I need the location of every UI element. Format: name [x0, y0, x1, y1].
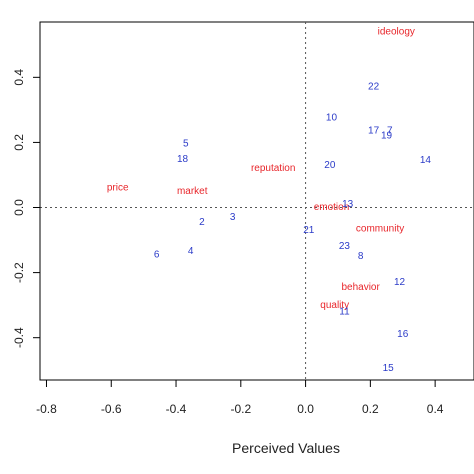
y-tick-label: 0.0 — [12, 199, 26, 216]
y-axis: -0.4 -0.2 0.0 0.2 0.4 — [12, 69, 41, 348]
point-label: 18 — [177, 154, 189, 165]
point-label: 15 — [383, 363, 395, 374]
point-label: community — [356, 223, 404, 234]
point-label: 5 — [183, 139, 189, 150]
point-label: 21 — [303, 225, 315, 236]
x-axis-title: Perceived Values — [232, 440, 340, 456]
point-label: behavior — [341, 282, 380, 293]
point-label: reputation — [251, 163, 295, 174]
x-tick-label: -0.2 — [230, 402, 251, 416]
y-tick-label: 0.4 — [12, 69, 26, 86]
point-label: 7 — [387, 126, 393, 137]
x-tick-label: 0.0 — [297, 402, 314, 416]
point-label: market — [177, 186, 208, 197]
point-label: 16 — [397, 329, 409, 340]
x-tick-label: -0.8 — [36, 402, 57, 416]
point-label: 8 — [358, 251, 364, 262]
point-label: 17 — [368, 126, 380, 137]
point-label: 22 — [368, 82, 380, 93]
x-axis: -0.8 -0.6 -0.4 -0.2 0.0 0.2 0.4 — [36, 379, 444, 416]
point-label: emotion — [314, 202, 350, 213]
x-tick-label: 0.2 — [362, 402, 379, 416]
x-tick-label: 0.4 — [427, 402, 444, 416]
point-label: 6 — [154, 249, 160, 260]
point-label: 23 — [339, 241, 351, 252]
x-tick-label: -0.4 — [166, 402, 187, 416]
point-label: 3 — [230, 212, 236, 223]
point-labels: ideology price market reputation emotion comm… — [107, 26, 432, 374]
point-label: 14 — [420, 155, 432, 166]
plot-frame — [39, 21, 474, 381]
point-label: 20 — [324, 160, 336, 171]
y-tick-label: 0.2 — [12, 134, 26, 151]
point-label: 10 — [326, 113, 338, 124]
point-label: quality — [320, 300, 349, 311]
point-label: 2 — [199, 217, 205, 228]
point-label: price — [107, 183, 129, 194]
y-tick-label: -0.4 — [12, 327, 26, 348]
reference-lines — [40, 22, 474, 380]
point-label: 4 — [188, 246, 194, 257]
point-label: 11 — [339, 306, 350, 317]
point-label: 13 — [342, 199, 354, 210]
point-label: ideology — [378, 26, 415, 37]
point-label: 19 — [381, 131, 393, 142]
y-tick-label: -0.2 — [12, 262, 26, 283]
x-tick-label: -0.6 — [101, 402, 122, 416]
point-label: 12 — [394, 277, 406, 288]
